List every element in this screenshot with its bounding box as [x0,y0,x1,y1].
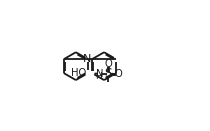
Text: N: N [83,54,91,64]
Text: H: H [95,72,102,81]
Text: N: N [96,69,104,79]
Text: O: O [115,69,123,79]
Text: S: S [105,67,112,80]
Text: O: O [105,59,112,69]
Text: HO: HO [71,68,86,78]
